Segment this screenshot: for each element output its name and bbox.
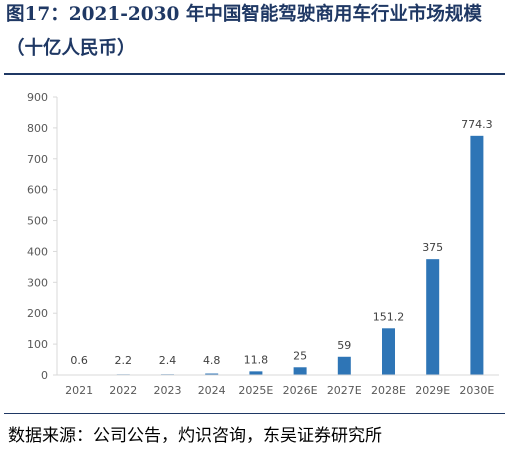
data-label-2026E: 25: [293, 349, 307, 362]
y-axis: 0 100 200 300 400 500 600 700 800 900: [27, 91, 58, 382]
bars: [72, 135, 484, 376]
figure-unit: （十亿人民币）: [6, 38, 136, 59]
x-axis: 2021 2022 2023 2024 2025E 2026E 2027E 2028E 2029…: [57, 374, 499, 397]
bar-2030E: [470, 135, 484, 375]
bar-2024: [205, 373, 219, 375]
x-tick-label-2028E: 2028E: [371, 384, 406, 397]
data-label-2027E: 59: [337, 339, 351, 352]
data-label-2022: 2.2: [115, 354, 133, 367]
x-tick-label-2024: 2024: [198, 384, 226, 397]
y-tick-label: 400: [27, 245, 48, 258]
source-note: 数据来源：公司公告，灼识咨询，东吴证券研究所: [8, 426, 382, 446]
x-tick-label-2027E: 2027E: [327, 384, 362, 397]
x-tick-label-2021: 2021: [65, 384, 93, 397]
bottom-rule: [4, 413, 505, 414]
data-label-2021: 0.6: [70, 354, 88, 367]
bar-2029E: [426, 259, 440, 375]
y-tick-label: 100: [27, 338, 48, 351]
y-tick-label: 200: [27, 307, 48, 320]
data-label-2025E: 11.8: [244, 353, 269, 366]
x-tick-label-2025E: 2025E: [238, 384, 273, 397]
y-tick-label: 900: [27, 91, 48, 104]
y-tick-label: 500: [27, 215, 48, 228]
bar-2026E: [293, 367, 307, 375]
y-tick-label: 800: [27, 122, 48, 135]
data-label-2024: 4.8: [203, 354, 221, 367]
y-tick-label: 600: [27, 184, 48, 197]
y-tick-label: 300: [27, 276, 48, 289]
x-tick-label-2026E: 2026E: [283, 384, 318, 397]
bar-2027E: [337, 356, 351, 375]
x-tick-label-2023: 2023: [154, 384, 182, 397]
x-tick-label-2022: 2022: [109, 384, 137, 397]
figure-title: 图17：2021-2030 年中国智能驾驶商用车行业市场规模: [6, 4, 482, 25]
x-tick-label-2029E: 2029E: [415, 384, 450, 397]
top-rule: [4, 73, 505, 75]
x-tick-label-2030E: 2030E: [459, 384, 494, 397]
data-label-2029E: 375: [422, 241, 443, 254]
bar-chart: 0 100 200 300 400 500 600 700 800 900 0.6 2.2 2.4 4.…: [27, 91, 499, 397]
bar-2028E: [382, 328, 395, 375]
data-label-2023: 2.4: [159, 354, 177, 367]
chart-heading: 图17：2021-2030 年中国智能驾驶商用车行业市场规模 （十亿人民币）: [6, 2, 504, 62]
y-tick-label: 0: [41, 369, 48, 382]
data-label-2030E: 774.3: [461, 118, 493, 131]
y-tick-label: 700: [27, 153, 48, 166]
bar-2025E: [249, 371, 263, 375]
data-labels: 0.6 2.2 2.4 4.8 11.8 25 59 151.2 375 774.3: [70, 118, 492, 367]
data-label-2028E: 151.2: [373, 310, 405, 323]
